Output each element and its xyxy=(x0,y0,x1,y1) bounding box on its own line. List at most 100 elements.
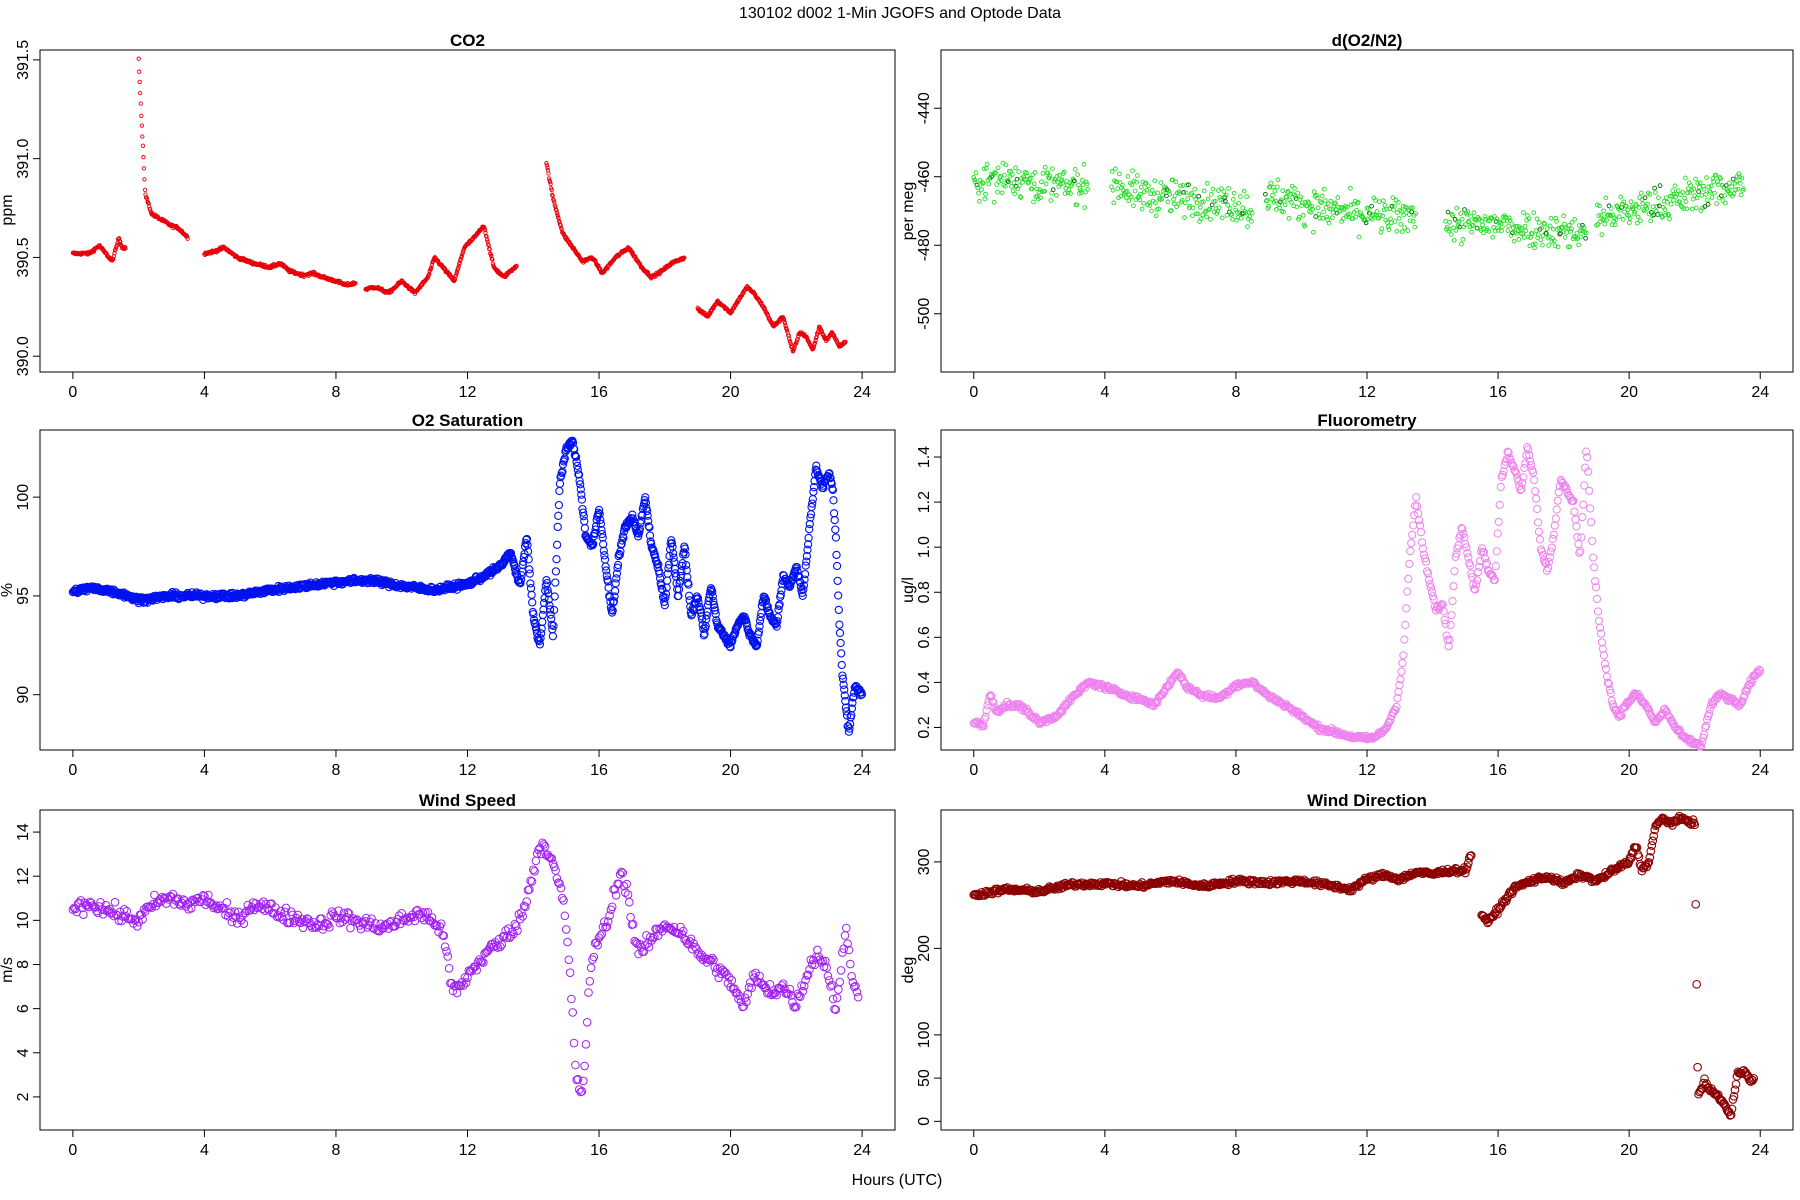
data-point xyxy=(1656,203,1662,209)
x-tick-label: 4 xyxy=(1100,762,1109,779)
data-point xyxy=(1132,188,1138,194)
data-point xyxy=(990,173,995,179)
x-tick-label: 8 xyxy=(332,384,341,401)
panel-title: CO2 xyxy=(450,31,485,50)
data-point xyxy=(1710,176,1716,181)
data-point xyxy=(1572,522,1581,531)
data-point xyxy=(1730,176,1736,182)
data-point xyxy=(782,321,788,326)
data-point xyxy=(1589,553,1598,562)
data-point xyxy=(1622,209,1628,215)
data-point xyxy=(1006,179,1011,185)
data-point xyxy=(1011,180,1017,186)
data-point xyxy=(1230,217,1235,222)
data-point xyxy=(1126,198,1132,204)
data-point xyxy=(708,311,713,316)
data-point xyxy=(555,486,564,496)
x-tick-label: 24 xyxy=(853,762,871,779)
data-point xyxy=(1384,206,1389,212)
data-point xyxy=(1530,476,1539,485)
data-point xyxy=(1552,505,1561,514)
data-point xyxy=(811,344,817,350)
data-point xyxy=(1240,205,1246,211)
data-point xyxy=(607,902,617,912)
data-point xyxy=(976,199,982,204)
data-point xyxy=(1511,238,1517,244)
data-point xyxy=(1601,208,1606,214)
data-point xyxy=(1531,210,1537,215)
y-tick-label: 10 xyxy=(15,911,32,929)
data-series xyxy=(68,436,867,736)
data-point xyxy=(1192,186,1198,192)
data-point xyxy=(1217,195,1223,200)
data-point xyxy=(1596,213,1602,218)
data-point xyxy=(429,265,434,270)
data-point xyxy=(453,273,459,278)
data-point xyxy=(986,181,992,187)
data-point xyxy=(1061,169,1067,175)
data-point xyxy=(1684,206,1690,212)
data-point xyxy=(522,897,532,906)
data-series xyxy=(971,160,1746,251)
data-point xyxy=(835,628,845,638)
data-point xyxy=(185,236,190,241)
data-point xyxy=(531,856,541,866)
data-point xyxy=(577,495,587,504)
data-point xyxy=(1492,228,1498,234)
data-point xyxy=(1451,237,1457,243)
data-point xyxy=(1504,218,1510,223)
data-point xyxy=(1681,206,1687,212)
data-point xyxy=(836,638,845,648)
data-point xyxy=(1062,191,1068,196)
data-point xyxy=(1573,234,1578,240)
data-point xyxy=(1243,210,1249,216)
data-point xyxy=(1688,183,1694,188)
data-point xyxy=(561,925,571,934)
data-point xyxy=(1533,504,1542,514)
data-point xyxy=(1477,216,1482,222)
data-point xyxy=(1237,210,1242,216)
data-point xyxy=(1567,244,1573,250)
data-point xyxy=(1597,203,1602,209)
data-point xyxy=(1190,213,1195,219)
data-point xyxy=(998,173,1003,179)
data-point xyxy=(1534,216,1540,222)
data-point xyxy=(1584,230,1589,236)
data-point xyxy=(1521,210,1526,215)
data-point xyxy=(1170,177,1176,183)
data-point xyxy=(999,190,1005,196)
data-point xyxy=(1123,195,1129,201)
data-point xyxy=(972,177,977,183)
data-point xyxy=(1660,215,1665,220)
data-point xyxy=(1039,179,1044,185)
data-point xyxy=(1729,184,1735,190)
data-point xyxy=(1002,183,1008,189)
data-point xyxy=(459,254,464,259)
data-point xyxy=(1667,193,1673,199)
data-point xyxy=(1397,667,1406,676)
data-point xyxy=(1273,198,1278,204)
data-point xyxy=(1309,204,1315,209)
data-point xyxy=(1551,514,1560,523)
data-point xyxy=(1201,188,1207,194)
data-point xyxy=(1380,213,1385,219)
data-point xyxy=(1263,198,1269,204)
data-point xyxy=(1267,184,1273,190)
data-point xyxy=(1664,195,1669,200)
data-point xyxy=(551,567,561,576)
data-point xyxy=(1443,218,1448,224)
data-point xyxy=(137,79,142,85)
data-point xyxy=(980,180,986,186)
data-point xyxy=(1598,212,1604,218)
x-tick-label: 8 xyxy=(1231,762,1240,779)
data-point xyxy=(629,249,634,254)
data-point xyxy=(1532,241,1538,247)
data-point xyxy=(1682,195,1687,201)
x-tick-label: 0 xyxy=(969,762,978,779)
data-point xyxy=(1234,210,1240,215)
x-tick-label: 4 xyxy=(1100,384,1109,401)
data-point xyxy=(993,170,999,176)
data-point xyxy=(1221,189,1227,194)
data-point xyxy=(1016,169,1021,174)
